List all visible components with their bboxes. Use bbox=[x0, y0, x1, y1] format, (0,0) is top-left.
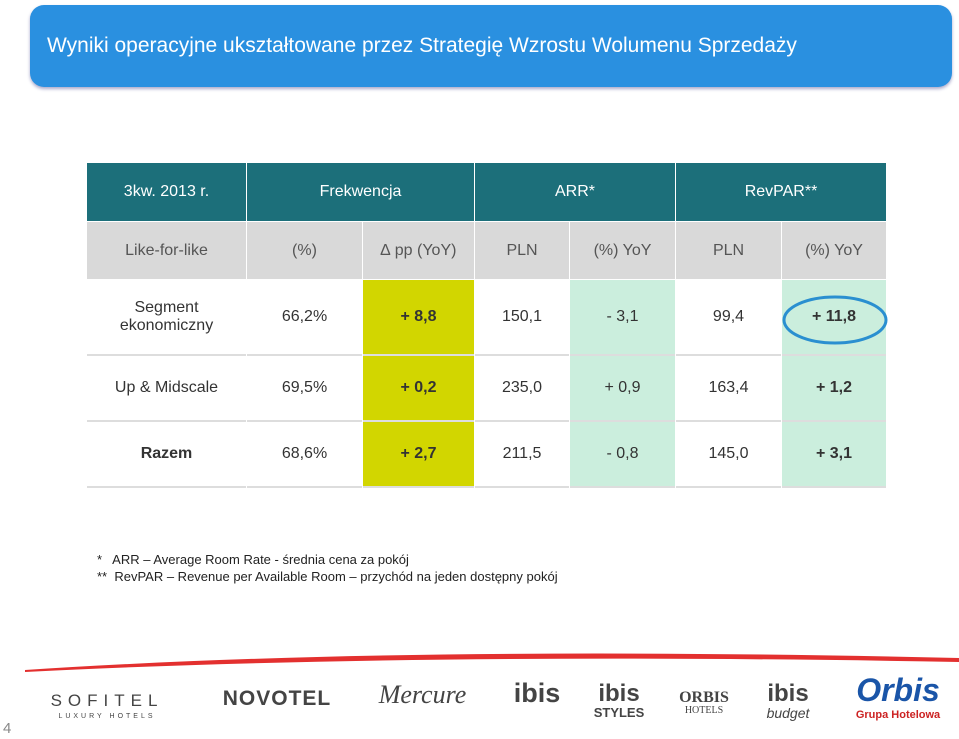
logo-ibis-styles: ibis STYLES bbox=[593, 680, 645, 720]
logo-sofitel: SOFITEL LUXURY HOTELS bbox=[50, 691, 164, 720]
logo-ibis-budget: ibis budget bbox=[766, 680, 810, 721]
data-cell: 150,1 bbox=[475, 280, 569, 356]
footnote: ** RevPAR – Revenue per Available Room –… bbox=[97, 569, 558, 584]
cell-text: + 3,1 bbox=[815, 445, 853, 462]
logo-mercure: Mercure bbox=[378, 680, 467, 709]
cell-text: 150,1 bbox=[501, 308, 543, 325]
header-cell: (%) YoY bbox=[570, 222, 675, 279]
header-cell: ∆ pp (YoY) bbox=[363, 222, 474, 279]
data-cell: Up & Midscale bbox=[87, 356, 246, 422]
cell-text: - 0,8 bbox=[606, 445, 639, 462]
cell-text: 145,0 bbox=[708, 445, 749, 462]
cell-text: ARR* bbox=[554, 183, 595, 200]
logo-orbis-hotels: ORBIS HOTELS bbox=[679, 689, 729, 716]
cell-text: + 11,8 bbox=[811, 308, 857, 325]
data-cell: 99,4 bbox=[676, 280, 781, 356]
cell-text: + 0,9 bbox=[604, 379, 641, 396]
cell-text: 235,0 bbox=[501, 379, 543, 396]
data-cell: + 2,7 bbox=[363, 422, 474, 488]
cell-text: PLN bbox=[712, 241, 745, 259]
cell-text: (%) YoY bbox=[805, 241, 863, 259]
cell-text: 69,5% bbox=[281, 379, 328, 396]
data-cell: 68,6% bbox=[247, 422, 362, 488]
logo-ibis: ibis bbox=[513, 678, 561, 708]
data-cell: 235,0 bbox=[475, 356, 569, 422]
cell-text: Razem bbox=[140, 445, 193, 462]
data-cell: 145,0 bbox=[676, 422, 781, 488]
cell-text: 99,4 bbox=[712, 308, 745, 325]
header-cell: RevPAR** bbox=[676, 163, 886, 221]
cell-text: 211,5 bbox=[502, 445, 542, 462]
data-cell: + 0,9 bbox=[570, 356, 675, 422]
cell-text: Like-for-like bbox=[125, 241, 208, 259]
header-cell: Frekwencja bbox=[247, 163, 474, 221]
data-cell: 211,5 bbox=[475, 422, 569, 488]
cell-text: Segment ekonomiczny bbox=[119, 299, 214, 334]
title: Wyniki operacyjne ukształtowane przez St… bbox=[47, 34, 797, 57]
data-cell: - 0,8 bbox=[570, 422, 675, 488]
cell-text: 66,2% bbox=[281, 308, 328, 325]
cell-text: (%) bbox=[292, 241, 317, 259]
header-cell: ARR* bbox=[475, 163, 675, 221]
cell-text: (%) YoY bbox=[593, 241, 652, 259]
page-number: 4 bbox=[3, 720, 12, 737]
cell-text: - 3,1 bbox=[606, 308, 639, 325]
cell-text: 68,6% bbox=[281, 445, 328, 462]
data-cell: 69,5% bbox=[247, 356, 362, 422]
highlight-ellipse bbox=[782, 295, 888, 345]
data-cell: Razem bbox=[87, 422, 246, 488]
swoosh bbox=[25, 653, 959, 672]
data-cell: - 3,1 bbox=[570, 280, 675, 356]
data-cell: + 3,1 bbox=[782, 422, 886, 488]
logo-orbis-group: Orbis Grupa Hotelowa bbox=[855, 672, 941, 721]
header-cell: Like-for-like bbox=[87, 222, 246, 279]
cell-text: 3kw. 2013 r. bbox=[123, 183, 210, 200]
cell-text: + 8,8 bbox=[400, 308, 437, 325]
header-cell: (%) YoY bbox=[782, 222, 886, 279]
cell-text: RevPAR** bbox=[744, 183, 818, 200]
header-cell: PLN bbox=[676, 222, 781, 279]
data-cell: Segment ekonomiczny bbox=[87, 280, 246, 356]
title-bar: Wyniki operacyjne ukształtowane przez St… bbox=[30, 5, 952, 87]
header-cell: PLN bbox=[475, 222, 569, 279]
cell-text: + 2,7 bbox=[400, 445, 437, 462]
cell-text: + 0,2 bbox=[400, 379, 437, 396]
data-cell: 163,4 bbox=[676, 356, 781, 422]
footnote: * ARR – Average Room Rate - średnia cena… bbox=[97, 552, 409, 567]
cell-text: ∆ pp (YoY) bbox=[380, 241, 457, 259]
data-cell: 66,2% bbox=[247, 280, 362, 356]
header-cell: 3kw. 2013 r. bbox=[87, 163, 246, 221]
cell-text: 163,4 bbox=[708, 379, 749, 396]
data-cell: + 0,2 bbox=[363, 356, 474, 422]
cell-text: Up & Midscale bbox=[114, 379, 219, 396]
header-cell: (%) bbox=[247, 222, 362, 279]
data-cell: + 1,2 bbox=[782, 356, 886, 422]
logo-novotel: NOVOTEL bbox=[222, 687, 332, 710]
cell-text: PLN bbox=[506, 241, 538, 259]
cell-text: Frekwencja bbox=[319, 183, 402, 200]
data-cell: + 8,8 bbox=[363, 280, 474, 356]
cell-text: + 1,2 bbox=[815, 379, 853, 396]
